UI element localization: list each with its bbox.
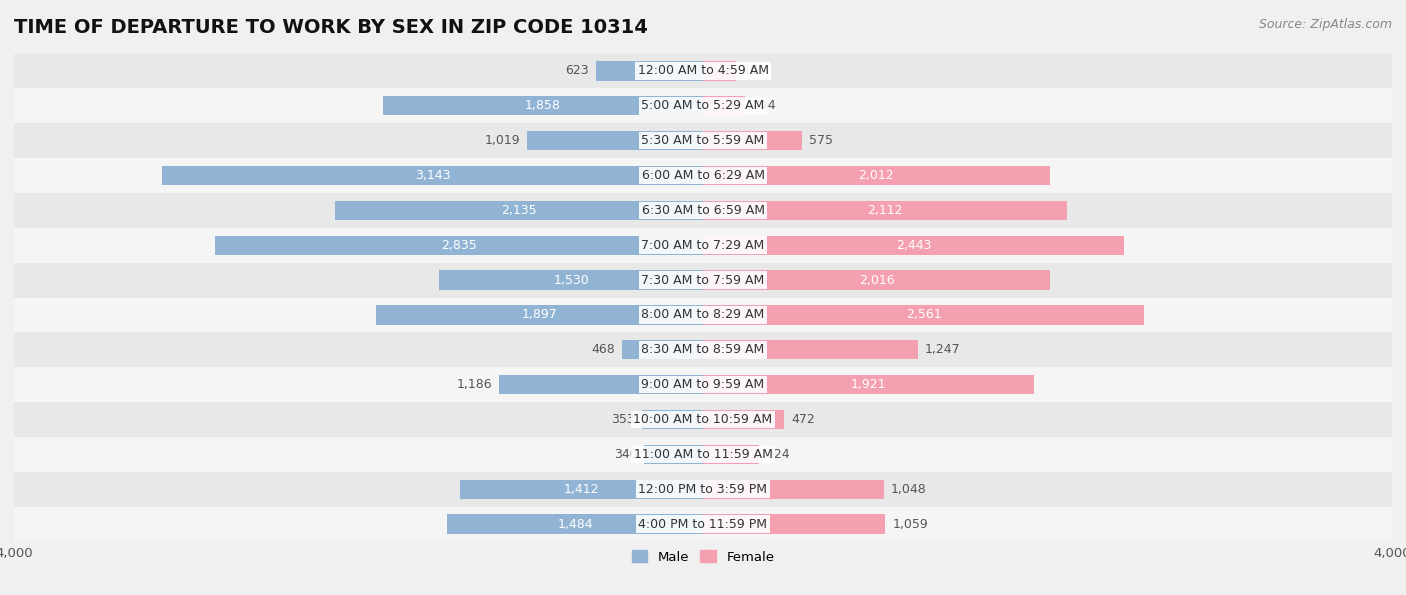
Bar [14, 158, 1392, 193]
Bar [14, 298, 1392, 333]
Bar [14, 437, 1392, 472]
Bar [703, 166, 1049, 185]
Text: 2,835: 2,835 [441, 239, 477, 252]
Bar [703, 340, 918, 359]
Text: 324: 324 [766, 448, 789, 461]
Bar [447, 515, 703, 534]
Bar [596, 61, 703, 80]
Text: Source: ZipAtlas.com: Source: ZipAtlas.com [1258, 18, 1392, 31]
Bar [703, 480, 883, 499]
Text: 12:00 AM to 4:59 AM: 12:00 AM to 4:59 AM [637, 64, 769, 77]
Bar [499, 375, 703, 394]
Bar [703, 131, 801, 151]
Bar [14, 228, 1392, 262]
Legend: Male, Female: Male, Female [626, 545, 780, 569]
Text: 2,561: 2,561 [905, 308, 942, 321]
Text: 1,048: 1,048 [890, 483, 927, 496]
Text: 575: 575 [808, 134, 832, 147]
Bar [643, 410, 703, 429]
Text: 1,019: 1,019 [485, 134, 520, 147]
Text: 7:00 AM to 7:29 AM: 7:00 AM to 7:29 AM [641, 239, 765, 252]
Text: 10:00 AM to 10:59 AM: 10:00 AM to 10:59 AM [634, 413, 772, 426]
Text: 340: 340 [614, 448, 637, 461]
Text: 9:00 AM to 9:59 AM: 9:00 AM to 9:59 AM [641, 378, 765, 391]
Bar [335, 201, 703, 220]
Bar [14, 262, 1392, 298]
Text: 11:00 AM to 11:59 AM: 11:00 AM to 11:59 AM [634, 448, 772, 461]
Text: 1,059: 1,059 [893, 518, 928, 531]
Text: 1,247: 1,247 [925, 343, 960, 356]
Text: 6:00 AM to 6:29 AM: 6:00 AM to 6:29 AM [641, 169, 765, 182]
Bar [14, 367, 1392, 402]
Text: 5:30 AM to 5:59 AM: 5:30 AM to 5:59 AM [641, 134, 765, 147]
Bar [14, 193, 1392, 228]
Bar [440, 271, 703, 290]
Text: 4:00 PM to 11:59 PM: 4:00 PM to 11:59 PM [638, 518, 768, 531]
Text: 5:00 AM to 5:29 AM: 5:00 AM to 5:29 AM [641, 99, 765, 112]
Bar [703, 61, 735, 80]
Text: 8:00 AM to 8:29 AM: 8:00 AM to 8:29 AM [641, 308, 765, 321]
Text: 353: 353 [612, 413, 636, 426]
Bar [14, 123, 1392, 158]
Bar [703, 444, 759, 464]
Bar [14, 333, 1392, 367]
Text: TIME OF DEPARTURE TO WORK BY SEX IN ZIP CODE 10314: TIME OF DEPARTURE TO WORK BY SEX IN ZIP … [14, 18, 648, 37]
Text: 2,012: 2,012 [859, 169, 894, 182]
Text: 191: 191 [742, 64, 766, 77]
Bar [162, 166, 703, 185]
Text: 2,135: 2,135 [502, 204, 537, 217]
Bar [14, 506, 1392, 541]
Text: 6:30 AM to 6:59 AM: 6:30 AM to 6:59 AM [641, 204, 765, 217]
Bar [703, 410, 785, 429]
Text: 8:30 AM to 8:59 AM: 8:30 AM to 8:59 AM [641, 343, 765, 356]
Bar [703, 375, 1033, 394]
Bar [382, 96, 703, 115]
Text: 2,443: 2,443 [896, 239, 931, 252]
Bar [703, 201, 1067, 220]
Text: 2,112: 2,112 [868, 204, 903, 217]
Text: 2,016: 2,016 [859, 274, 894, 287]
Bar [377, 305, 703, 324]
Text: 3,143: 3,143 [415, 169, 450, 182]
Bar [14, 54, 1392, 89]
Text: 12:00 PM to 3:59 PM: 12:00 PM to 3:59 PM [638, 483, 768, 496]
Text: 7:30 AM to 7:59 AM: 7:30 AM to 7:59 AM [641, 274, 765, 287]
Bar [14, 402, 1392, 437]
Bar [14, 472, 1392, 506]
Bar [460, 480, 703, 499]
Text: 1,921: 1,921 [851, 378, 886, 391]
Text: 468: 468 [592, 343, 616, 356]
Bar [703, 96, 745, 115]
Text: 1,858: 1,858 [524, 99, 561, 112]
Text: 244: 244 [752, 99, 776, 112]
Text: 1,897: 1,897 [522, 308, 558, 321]
Bar [703, 271, 1050, 290]
Text: 1,530: 1,530 [554, 274, 589, 287]
Text: 1,412: 1,412 [564, 483, 599, 496]
Bar [527, 131, 703, 151]
Text: 472: 472 [792, 413, 815, 426]
Bar [215, 236, 703, 255]
Bar [623, 340, 703, 359]
Text: 1,186: 1,186 [456, 378, 492, 391]
Text: 1,484: 1,484 [557, 518, 593, 531]
Bar [644, 444, 703, 464]
Bar [703, 515, 886, 534]
Text: 623: 623 [565, 64, 589, 77]
Bar [703, 305, 1144, 324]
Bar [14, 89, 1392, 123]
Bar [703, 236, 1123, 255]
